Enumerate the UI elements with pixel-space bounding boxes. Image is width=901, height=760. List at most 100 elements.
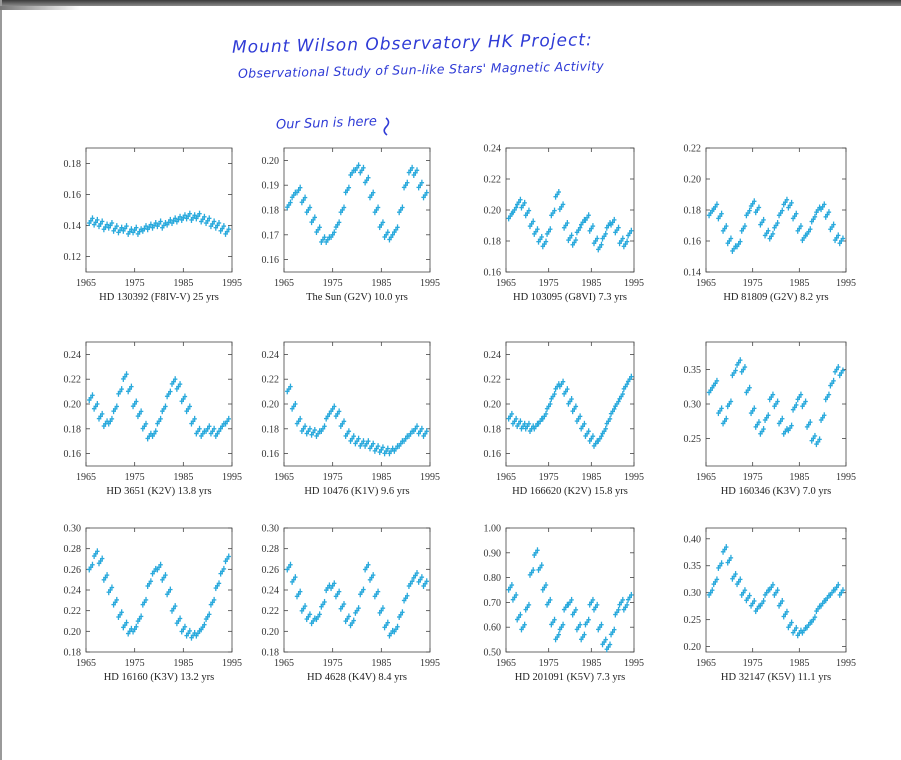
data-point bbox=[87, 561, 95, 573]
plot-frame bbox=[283, 341, 431, 467]
data-point bbox=[299, 194, 308, 206]
y-tick-label: 0.90 bbox=[484, 548, 502, 559]
data-point bbox=[353, 605, 361, 616]
data-point bbox=[299, 603, 308, 614]
chart-caption: HD 166620 (K2V) 15.8 yrs bbox=[512, 486, 628, 497]
data-point bbox=[828, 587, 836, 598]
data-point bbox=[583, 428, 591, 439]
x-tick-label: 1965 bbox=[274, 472, 294, 483]
data-point bbox=[566, 396, 574, 407]
data-point bbox=[536, 562, 544, 573]
data-point bbox=[401, 179, 410, 191]
y-tick-label: 0.24 bbox=[262, 350, 280, 361]
data-point bbox=[150, 220, 158, 231]
x-tick-label: 1975 bbox=[743, 472, 763, 483]
data-point bbox=[781, 196, 790, 208]
x-tick-label: 1975 bbox=[743, 278, 763, 289]
data-point bbox=[101, 572, 110, 583]
data-point bbox=[304, 204, 313, 216]
data-point bbox=[367, 189, 376, 201]
data-point bbox=[106, 415, 115, 427]
data-point bbox=[213, 220, 222, 231]
data-point bbox=[818, 597, 827, 609]
data-point bbox=[392, 443, 400, 454]
plot-frame bbox=[85, 341, 233, 467]
x-tick-label: 1985 bbox=[173, 278, 193, 289]
data-point bbox=[164, 586, 173, 598]
data-point bbox=[814, 204, 822, 216]
y-tick-label: 0.18 bbox=[262, 648, 280, 659]
data-point bbox=[328, 229, 337, 240]
data-point bbox=[625, 591, 634, 603]
y-tick-label: 0.24 bbox=[64, 586, 82, 597]
y-tick-label: 0.25 bbox=[684, 615, 702, 626]
x-tick-label: 1975 bbox=[125, 658, 145, 669]
data-point bbox=[199, 621, 207, 633]
data-point bbox=[725, 554, 734, 566]
x-tick-label: 1975 bbox=[125, 278, 145, 289]
data-point bbox=[155, 218, 163, 230]
data-point bbox=[762, 587, 771, 598]
data-point bbox=[613, 224, 621, 236]
data-point bbox=[527, 423, 536, 434]
data-point bbox=[387, 231, 395, 243]
data-point bbox=[523, 207, 532, 219]
data-point bbox=[285, 561, 293, 573]
sun-note-bracket-icon bbox=[383, 117, 390, 136]
chart-panel: 0.50 0.60 0.70 0.80 0.90 1.00 1965 1975 1985 1995… bbox=[484, 524, 645, 684]
data-point bbox=[772, 220, 780, 231]
data-point bbox=[406, 164, 415, 176]
data-point bbox=[753, 204, 762, 216]
chart-caption: HD 10476 (K1V) 9.6 yrs bbox=[304, 486, 409, 497]
y-tick-label: 0.16 bbox=[484, 449, 502, 460]
data-point bbox=[126, 226, 134, 237]
data-point bbox=[587, 223, 596, 234]
y-tick-label: 0.24 bbox=[262, 586, 280, 597]
data-point bbox=[837, 235, 846, 247]
chart-panel: 0.25 0.30 0.35 1965 1975 1985 1995 HD 160346 (K… bbox=[684, 341, 856, 497]
data-point bbox=[515, 418, 523, 430]
y-tick-label: 0.16 bbox=[262, 255, 280, 266]
data-point bbox=[617, 596, 625, 608]
y-tick-label: 0.20 bbox=[484, 400, 502, 411]
y-tick-label: 0.35 bbox=[684, 365, 702, 376]
x-tick-label: 1985 bbox=[173, 658, 193, 669]
data-point bbox=[208, 596, 217, 608]
data-point bbox=[213, 580, 222, 592]
data-point bbox=[299, 423, 308, 434]
data-point bbox=[294, 415, 303, 427]
data-point bbox=[823, 209, 832, 220]
data-point bbox=[570, 606, 579, 618]
x-tick-label: 1965 bbox=[274, 658, 294, 669]
data-point bbox=[416, 574, 425, 585]
x-tick-label: 1965 bbox=[696, 658, 716, 669]
y-tick-label: 0.28 bbox=[262, 544, 280, 555]
data-point bbox=[519, 420, 527, 432]
page-left-edge bbox=[0, 0, 2, 760]
data-point bbox=[772, 587, 780, 598]
y-tick-label: 0.26 bbox=[64, 565, 82, 576]
data-point bbox=[130, 224, 139, 236]
data-point bbox=[189, 212, 197, 223]
chart-panel: 0.16 0.18 0.20 0.22 0.24 1965 1975 1985 1995 HD 1… bbox=[484, 341, 644, 497]
data-point bbox=[121, 619, 129, 631]
y-tick-label: 0.20 bbox=[684, 175, 702, 186]
y-tick-label: 0.16 bbox=[484, 268, 502, 279]
data-point bbox=[223, 553, 231, 565]
data-point bbox=[625, 373, 634, 385]
plot-frame bbox=[505, 527, 635, 653]
data-point bbox=[557, 201, 566, 213]
y-tick-label: 0.60 bbox=[484, 623, 502, 634]
data-point bbox=[416, 179, 425, 191]
data-point bbox=[781, 608, 790, 620]
x-tick-label: 1995 bbox=[420, 658, 440, 669]
data-point bbox=[392, 623, 400, 635]
y-tick-label: 0.25 bbox=[684, 434, 702, 445]
data-point bbox=[711, 576, 720, 588]
y-tick-label: 0.22 bbox=[684, 144, 702, 155]
x-tick-label: 1985 bbox=[173, 472, 193, 483]
y-tick-label: 0.22 bbox=[484, 175, 502, 186]
y-tick-label: 0.18 bbox=[484, 237, 502, 248]
x-tick-label: 1985 bbox=[581, 278, 601, 289]
data-point bbox=[809, 432, 818, 444]
